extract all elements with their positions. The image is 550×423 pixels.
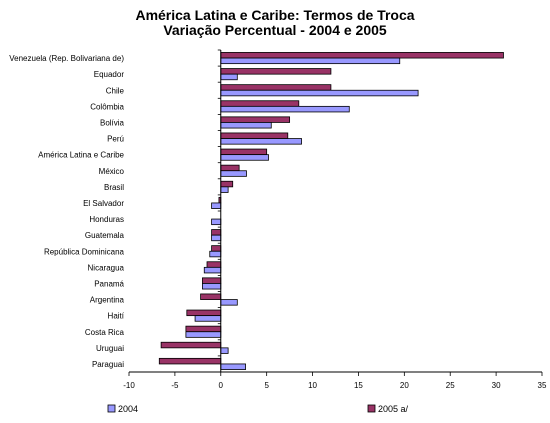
bar — [202, 283, 222, 290]
bar — [160, 341, 222, 349]
y-tick-label: Guatemala — [85, 231, 125, 240]
bar — [211, 218, 222, 226]
bar — [220, 154, 269, 161]
bar — [220, 52, 504, 59]
chart-subtitle: Variação Percentual - 2004 e 2005 — [163, 22, 387, 38]
y-tick-label: América Latina e Caribe — [38, 151, 124, 160]
legend-swatch — [367, 404, 376, 413]
legend-label: 2004 — [118, 404, 138, 414]
bar — [220, 68, 332, 75]
bar — [220, 57, 401, 65]
bar — [185, 331, 222, 338]
x-tick-label: 25 — [446, 381, 455, 390]
bar — [220, 170, 247, 177]
bar — [220, 138, 302, 145]
bar — [220, 116, 291, 123]
x-tick-label: 10 — [308, 381, 317, 390]
bar — [220, 122, 272, 129]
y-tick-label: Nicaragua — [88, 263, 125, 272]
y-tick-label: Haití — [108, 312, 125, 321]
y-tick-label: Colômbia — [90, 102, 124, 111]
x-tick-label: -5 — [171, 381, 179, 390]
y-tick-label: El Salvador — [83, 199, 124, 208]
x-tick-label: 5 — [264, 381, 269, 390]
y-tick-label: Equador — [94, 70, 125, 79]
y-tick-label: Venezuela (Rep. Bolivariana de) — [9, 54, 124, 63]
bar — [220, 73, 238, 81]
y-tick-label: Panamá — [94, 279, 124, 288]
legend-label: 2005 a/ — [378, 404, 409, 414]
bar — [185, 325, 222, 333]
bar — [220, 84, 332, 91]
x-tick-label: 15 — [354, 381, 363, 390]
bar — [211, 234, 222, 242]
bar — [220, 363, 246, 370]
bar — [220, 89, 419, 97]
bar — [206, 261, 222, 268]
y-tick-label: Honduras — [89, 215, 124, 224]
y-tick-label: Bolívia — [100, 118, 125, 127]
bar — [220, 347, 229, 354]
x-tick-label: 0 — [219, 381, 224, 390]
y-tick-label: Costa Rica — [85, 328, 125, 337]
bar — [220, 148, 268, 156]
bar — [203, 266, 222, 274]
bar — [158, 357, 222, 365]
legend-swatch — [107, 404, 116, 413]
bar — [211, 245, 222, 252]
chart-title: América Latina e Caribe: Termos de Troca — [135, 7, 415, 23]
bar — [220, 299, 238, 306]
bar — [194, 315, 222, 322]
bar — [202, 277, 222, 284]
x-tick-label: -10 — [123, 381, 135, 390]
bar — [211, 229, 222, 236]
bar — [220, 105, 350, 113]
bar — [211, 202, 222, 209]
y-tick-label: Uruguai — [96, 344, 124, 353]
bar — [220, 180, 234, 188]
x-tick-label: 20 — [400, 381, 409, 390]
bar — [220, 132, 289, 139]
y-tick-label: Chile — [106, 86, 125, 95]
bar — [209, 250, 222, 258]
y-tick-label: Paraguai — [92, 360, 124, 369]
x-tick-label: 30 — [492, 381, 501, 390]
y-tick-label: República Dominicana — [44, 247, 125, 256]
bar — [220, 186, 229, 193]
y-tick-label: Argentina — [90, 296, 125, 305]
bar — [220, 100, 300, 107]
y-tick-label: Brasil — [104, 183, 124, 192]
y-tick-label: Perú — [107, 135, 124, 144]
bar — [186, 309, 222, 317]
bar — [200, 293, 222, 300]
bar — [220, 164, 240, 172]
x-tick-label: 35 — [538, 381, 547, 390]
y-tick-label: México — [99, 167, 125, 176]
